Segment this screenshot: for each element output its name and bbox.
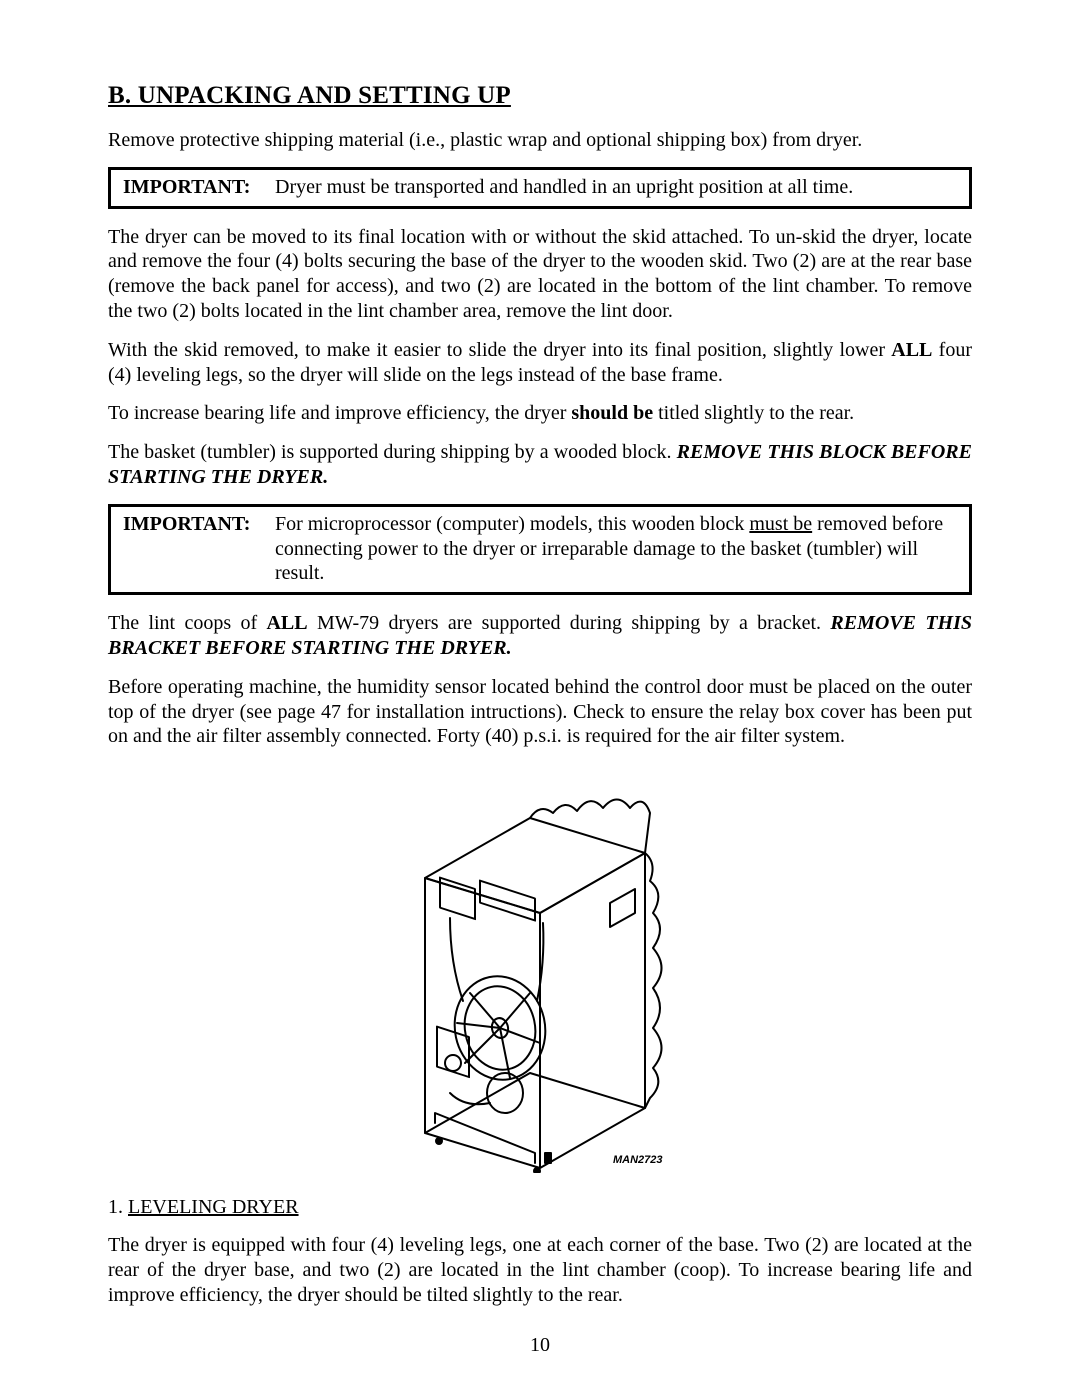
text-run-underline: must be: [749, 513, 812, 535]
subsection-number: 1.: [108, 1196, 128, 1218]
important-box-2: IMPORTANT: For microprocessor (computer)…: [108, 504, 972, 595]
text-run: For microprocessor (computer) models, th…: [275, 513, 749, 535]
important-label: IMPORTANT:: [123, 512, 275, 586]
figure-dryer-diagram: MAN2723: [108, 763, 972, 1178]
page-content: B. UNPACKING AND SETTING UP Remove prote…: [0, 0, 1080, 1308]
dryer-isometric-icon: MAN2723: [395, 763, 685, 1173]
text-run: The basket (tumbler) is supported during…: [108, 441, 677, 463]
paragraph-6: The lint coops of ALL MW-79 dryers are s…: [108, 611, 972, 661]
important-row: IMPORTANT: For microprocessor (computer)…: [123, 512, 957, 586]
paragraph-2: The dryer can be moved to its final loca…: [108, 225, 972, 324]
text-run-bold: ALL: [891, 339, 932, 361]
paragraph-1: Remove protective shipping material (i.e…: [108, 128, 972, 153]
text-run-bold: should be: [571, 402, 653, 424]
section-heading: B. UNPACKING AND SETTING UP: [108, 82, 972, 110]
text-run: With the skid removed, to make it easier…: [108, 339, 891, 361]
subsection-title: LEVELING DRYER: [128, 1196, 299, 1218]
page-number: 10: [0, 1334, 1080, 1357]
paragraph-7: Before operating machine, the humidity s…: [108, 675, 972, 749]
text-run: The lint coops of: [108, 612, 266, 634]
paragraph-8: The dryer is equipped with four (4) leve…: [108, 1233, 972, 1307]
text-run: To increase bearing life and improve eff…: [108, 402, 571, 424]
paragraph-5: The basket (tumbler) is supported during…: [108, 440, 972, 490]
paragraph-4: To increase bearing life and improve eff…: [108, 401, 972, 426]
text-run: MW-79 dryers are supported during shippi…: [308, 612, 831, 634]
subsection-heading: 1. LEVELING DRYER: [108, 1196, 972, 1219]
figure-code-label: MAN2723: [613, 1154, 663, 1166]
important-row: IMPORTANT: Dryer must be transported and…: [123, 175, 957, 200]
important-box-1: IMPORTANT: Dryer must be transported and…: [108, 167, 972, 209]
important-text: Dryer must be transported and handled in…: [275, 175, 957, 200]
text-run: titled slightly to the rear.: [653, 402, 854, 424]
important-label: IMPORTANT:: [123, 175, 275, 200]
text-run-bold: ALL: [266, 612, 307, 634]
important-text: For microprocessor (computer) models, th…: [275, 512, 957, 586]
paragraph-3: With the skid removed, to make it easier…: [108, 338, 972, 388]
